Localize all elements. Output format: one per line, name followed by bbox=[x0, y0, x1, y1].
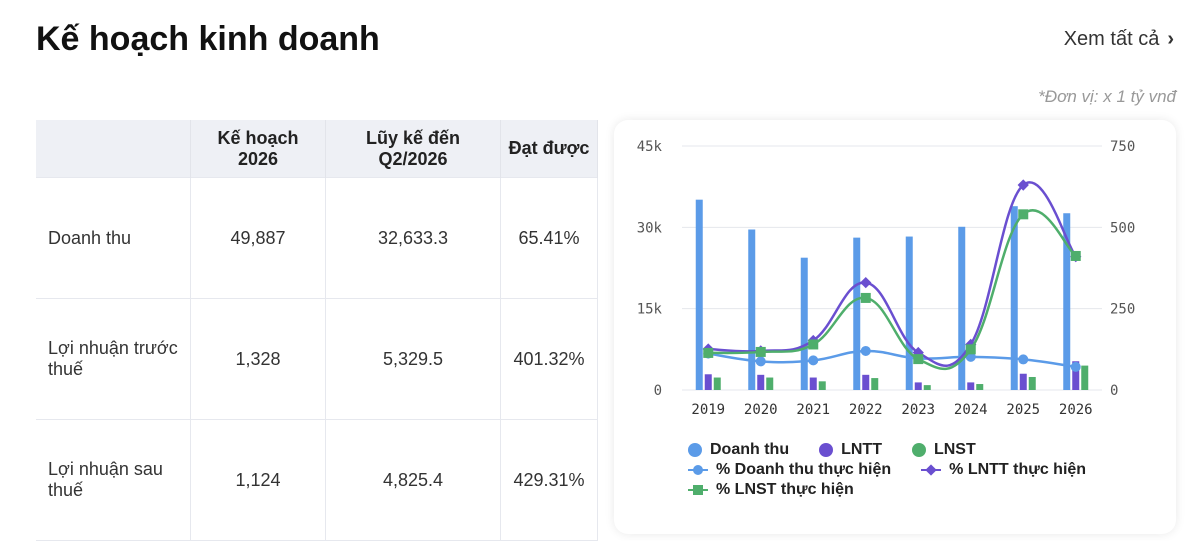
bar-lnst bbox=[1028, 376, 1036, 390]
chart-legend: Doanh thu LNTT LNST % Doanh thu thực hiệ… bbox=[688, 440, 1086, 500]
point-lnst-pct bbox=[965, 344, 976, 355]
bar-revenue bbox=[958, 226, 966, 390]
row-cumulative: 4,825.4 bbox=[325, 419, 501, 541]
bar-lnst bbox=[713, 377, 721, 390]
row-achieved: 401.32% bbox=[500, 298, 598, 420]
y-tick-label-left: 45k bbox=[637, 139, 663, 155]
table-header-row: Kế hoạch 2026 Lũy kế đến Q2/2026 Đạt đượ… bbox=[36, 120, 598, 178]
y-tick-label-right: 500 bbox=[1110, 220, 1135, 236]
row-achieved: 65.41% bbox=[500, 177, 598, 299]
point-revenue-pct bbox=[808, 355, 819, 366]
point-revenue-pct bbox=[860, 345, 871, 356]
row-cumulative: 5,329.5 bbox=[325, 298, 501, 420]
table-row: Lợi nhuận trước thuế 1,328 5,329.5 401.3… bbox=[36, 298, 598, 420]
y-tick-label-right: 750 bbox=[1110, 139, 1135, 155]
bar-lnst bbox=[923, 385, 931, 390]
line-dot-icon bbox=[688, 464, 708, 476]
point-lnst-pct bbox=[755, 346, 766, 357]
bar-lntt bbox=[862, 374, 870, 390]
point-lnst-pct bbox=[1070, 250, 1081, 261]
bar-revenue bbox=[905, 236, 913, 390]
x-tick-label: 2019 bbox=[691, 402, 725, 418]
point-lnst-pct bbox=[808, 339, 819, 350]
y-tick-label-left: 0 bbox=[654, 383, 662, 399]
x-tick-label: 2023 bbox=[901, 402, 935, 418]
bar-revenue bbox=[1010, 206, 1018, 390]
table-row: Doanh thu 49,887 32,633.3 65.41% bbox=[36, 177, 598, 299]
line-lnst-pct bbox=[708, 209, 1077, 371]
bar-lntt bbox=[757, 374, 765, 390]
legend-revenue[interactable]: Doanh thu bbox=[688, 441, 789, 459]
business-chart: 0 15k 30k 45k 0 250 500 750 2019 2020 2021 2022 2023… bbox=[637, 139, 1136, 418]
plan-table: Kế hoạch 2026 Lũy kế đến Q2/2026 Đạt đượ… bbox=[36, 120, 598, 541]
bar-lntt bbox=[1019, 373, 1027, 390]
legend-lnst-pct[interactable]: % LNST thực hiện bbox=[688, 481, 854, 499]
point-lntt-pct bbox=[860, 276, 872, 289]
see-all-label: Xem tất cả bbox=[1063, 28, 1160, 50]
bar-lntt bbox=[1072, 361, 1080, 390]
bar-lnst bbox=[818, 381, 826, 390]
legend-revenue-pct[interactable]: % Doanh thu thực hiện bbox=[688, 461, 891, 479]
y-tick-label-left: 30k bbox=[637, 220, 663, 236]
row-plan: 1,328 bbox=[190, 298, 326, 420]
circle-icon bbox=[819, 443, 834, 457]
row-name: Lợi nhuận sau thuế bbox=[36, 419, 191, 541]
circle-icon bbox=[688, 443, 702, 457]
bar-revenue bbox=[853, 237, 861, 390]
bar-revenue bbox=[800, 257, 808, 390]
x-tick-label: 2022 bbox=[849, 402, 883, 418]
bar-lntt bbox=[704, 374, 712, 390]
line-square-icon bbox=[688, 484, 708, 496]
col-header-achieved: Đạt được bbox=[500, 120, 598, 178]
circle-icon bbox=[911, 443, 926, 457]
bar-revenue bbox=[748, 229, 756, 390]
row-plan: 1,124 bbox=[190, 419, 326, 541]
line-diamond-icon bbox=[921, 464, 942, 476]
x-tick-label: 2020 bbox=[744, 402, 778, 418]
row-cumulative: 32,633.3 bbox=[325, 177, 501, 299]
unit-note: *Đơn vị: x 1 tỷ vnđ bbox=[1038, 87, 1176, 106]
bar-revenue bbox=[695, 199, 703, 390]
row-achieved: 429.31% bbox=[500, 419, 598, 541]
bar-lnst bbox=[1081, 365, 1089, 390]
point-revenue-pct bbox=[755, 356, 766, 367]
bar-revenue bbox=[1063, 213, 1071, 390]
bar-lnst bbox=[976, 384, 984, 390]
legend-lntt-pct[interactable]: % LNTT thực hiện bbox=[921, 461, 1086, 479]
col-header-name bbox=[36, 120, 191, 178]
see-all-link[interactable]: Xem tất cả › bbox=[1064, 28, 1174, 51]
chevron-right-icon: › bbox=[1167, 28, 1174, 50]
x-tick-label: 2021 bbox=[796, 402, 830, 418]
bar-lntt bbox=[914, 382, 922, 390]
page-title: Kế hoạch kinh doanh bbox=[36, 20, 380, 58]
point-lnst-pct bbox=[1018, 209, 1029, 220]
row-plan: 49,887 bbox=[190, 177, 326, 299]
chart-card: 0 15k 30k 45k 0 250 500 750 2019 2020 2021 2022 2023… bbox=[614, 120, 1176, 534]
point-lnst-pct bbox=[913, 354, 924, 365]
row-name: Doanh thu bbox=[36, 177, 191, 299]
x-tick-label: 2025 bbox=[1006, 402, 1040, 418]
bar-lntt bbox=[809, 377, 817, 390]
x-tick-label: 2026 bbox=[1059, 402, 1093, 418]
y-tick-label-right: 250 bbox=[1110, 302, 1135, 318]
point-lnst-pct bbox=[703, 347, 714, 358]
table-row: Lợi nhuận sau thuế 1,124 4,825.4 429.31% bbox=[36, 419, 598, 541]
point-revenue-pct bbox=[1070, 361, 1081, 372]
point-revenue-pct bbox=[1018, 354, 1029, 365]
col-header-cumulative: Lũy kế đến Q2/2026 bbox=[325, 120, 501, 178]
point-lntt-pct bbox=[1017, 179, 1029, 191]
point-lnst-pct bbox=[860, 292, 871, 303]
bar-lntt bbox=[967, 382, 975, 390]
bar-lnst bbox=[766, 377, 774, 390]
y-tick-label-left: 15k bbox=[637, 302, 663, 318]
y-tick-label-right: 0 bbox=[1110, 383, 1118, 399]
bar-lnst bbox=[871, 378, 879, 390]
col-header-plan: Kế hoạch 2026 bbox=[190, 120, 326, 178]
legend-lnst[interactable]: LNST bbox=[911, 441, 976, 459]
row-name: Lợi nhuận trước thuế bbox=[36, 298, 191, 420]
x-tick-label: 2024 bbox=[954, 402, 988, 418]
legend-lntt[interactable]: LNTT bbox=[819, 441, 882, 459]
